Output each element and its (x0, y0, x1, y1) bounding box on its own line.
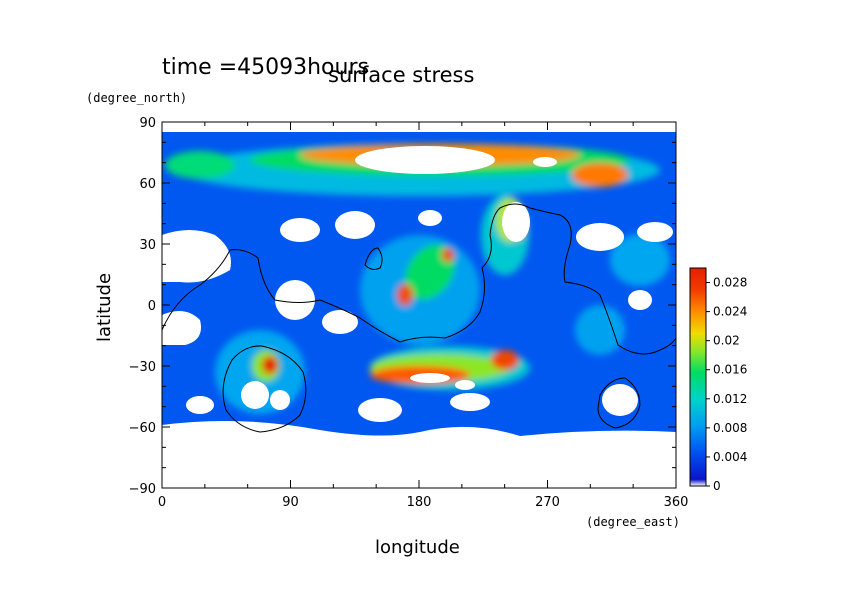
y-axis: 90 60 30 0 −30 −60 −90 (129, 116, 676, 497)
x-tick-label: 180 (407, 495, 432, 510)
zero-region (533, 157, 557, 167)
zero-region (162, 421, 676, 488)
zero-region (162, 311, 201, 345)
zero-region (418, 210, 442, 226)
field-blob (572, 163, 628, 187)
field-blob (491, 350, 519, 370)
x-tick-label: 360 (664, 495, 689, 510)
zero-region (637, 222, 673, 242)
y-tick-label: 60 (139, 177, 156, 192)
coastline (222, 345, 307, 433)
colorbar-tick-label: 0.008 (713, 421, 747, 435)
zero-region (450, 393, 490, 411)
zero-region (576, 223, 624, 251)
coastline (162, 249, 486, 343)
zero-region (280, 218, 320, 242)
zero-region (186, 396, 214, 414)
zero-region (275, 280, 315, 320)
coastlines (162, 203, 676, 433)
y-tick-label: −90 (129, 482, 156, 497)
time-label: time =45093hours (162, 55, 369, 80)
zero-region (335, 211, 375, 239)
x-tick-label: 0 (158, 495, 166, 510)
x-tick-label: 90 (282, 495, 299, 510)
colorbar-tick-label: 0.004 (713, 450, 747, 464)
x-tick-label: 270 (535, 495, 560, 510)
field-blob (262, 356, 278, 374)
x-axis-label: longitude (375, 537, 460, 558)
stress-field (162, 122, 676, 488)
field-blob (405, 244, 455, 300)
colorbar-ticks: 0.028 0.024 0.02 0.016 0.012 0.008 0.004 0 (706, 276, 747, 493)
field-blob (397, 284, 413, 306)
colorbar-tick-label: 0.02 (713, 334, 740, 348)
colorbar-gradient (689, 267, 707, 487)
chart-title: surface stress (328, 63, 474, 87)
zero-region (602, 384, 638, 416)
zero-region (455, 380, 475, 390)
coastline (597, 377, 641, 429)
zero-region (628, 290, 652, 310)
x-axis: 0 90 180 270 360 (158, 122, 689, 510)
y-axis-unit: (degree_north) (86, 91, 187, 105)
field-blob (575, 305, 625, 355)
y-tick-label: 90 (139, 116, 156, 131)
y-tick-label: 0 (148, 299, 156, 314)
x-axis-unit: (degree_east) (586, 515, 680, 529)
colorbar-tick-label: 0.012 (713, 392, 747, 406)
colorbar-tick-label: 0.016 (713, 363, 747, 377)
zero-region (410, 373, 450, 383)
y-tick-label: 30 (139, 238, 156, 253)
y-tick-label: −30 (129, 360, 156, 375)
y-axis-label: latitude (94, 273, 115, 342)
zero-region (358, 398, 402, 422)
colorbar-tick-label: 0 (713, 479, 721, 493)
zero-region (162, 230, 231, 283)
coastline (364, 247, 383, 270)
zero-region (355, 146, 495, 174)
zero-region (502, 202, 530, 242)
colorbar-tick-label: 0.024 (713, 305, 747, 319)
field-blob (165, 151, 235, 179)
colorbar-tick-label: 0.028 (713, 276, 747, 290)
colorbar: 0.028 0.024 0.02 0.016 0.012 0.008 0.004 0 (689, 267, 747, 493)
zero-region (241, 381, 269, 409)
zero-region (322, 310, 358, 334)
y-tick-label: −60 (129, 421, 156, 436)
coastline (481, 203, 676, 355)
field-blob (610, 234, 670, 286)
field-blob (442, 248, 454, 262)
zero-region (270, 390, 290, 410)
